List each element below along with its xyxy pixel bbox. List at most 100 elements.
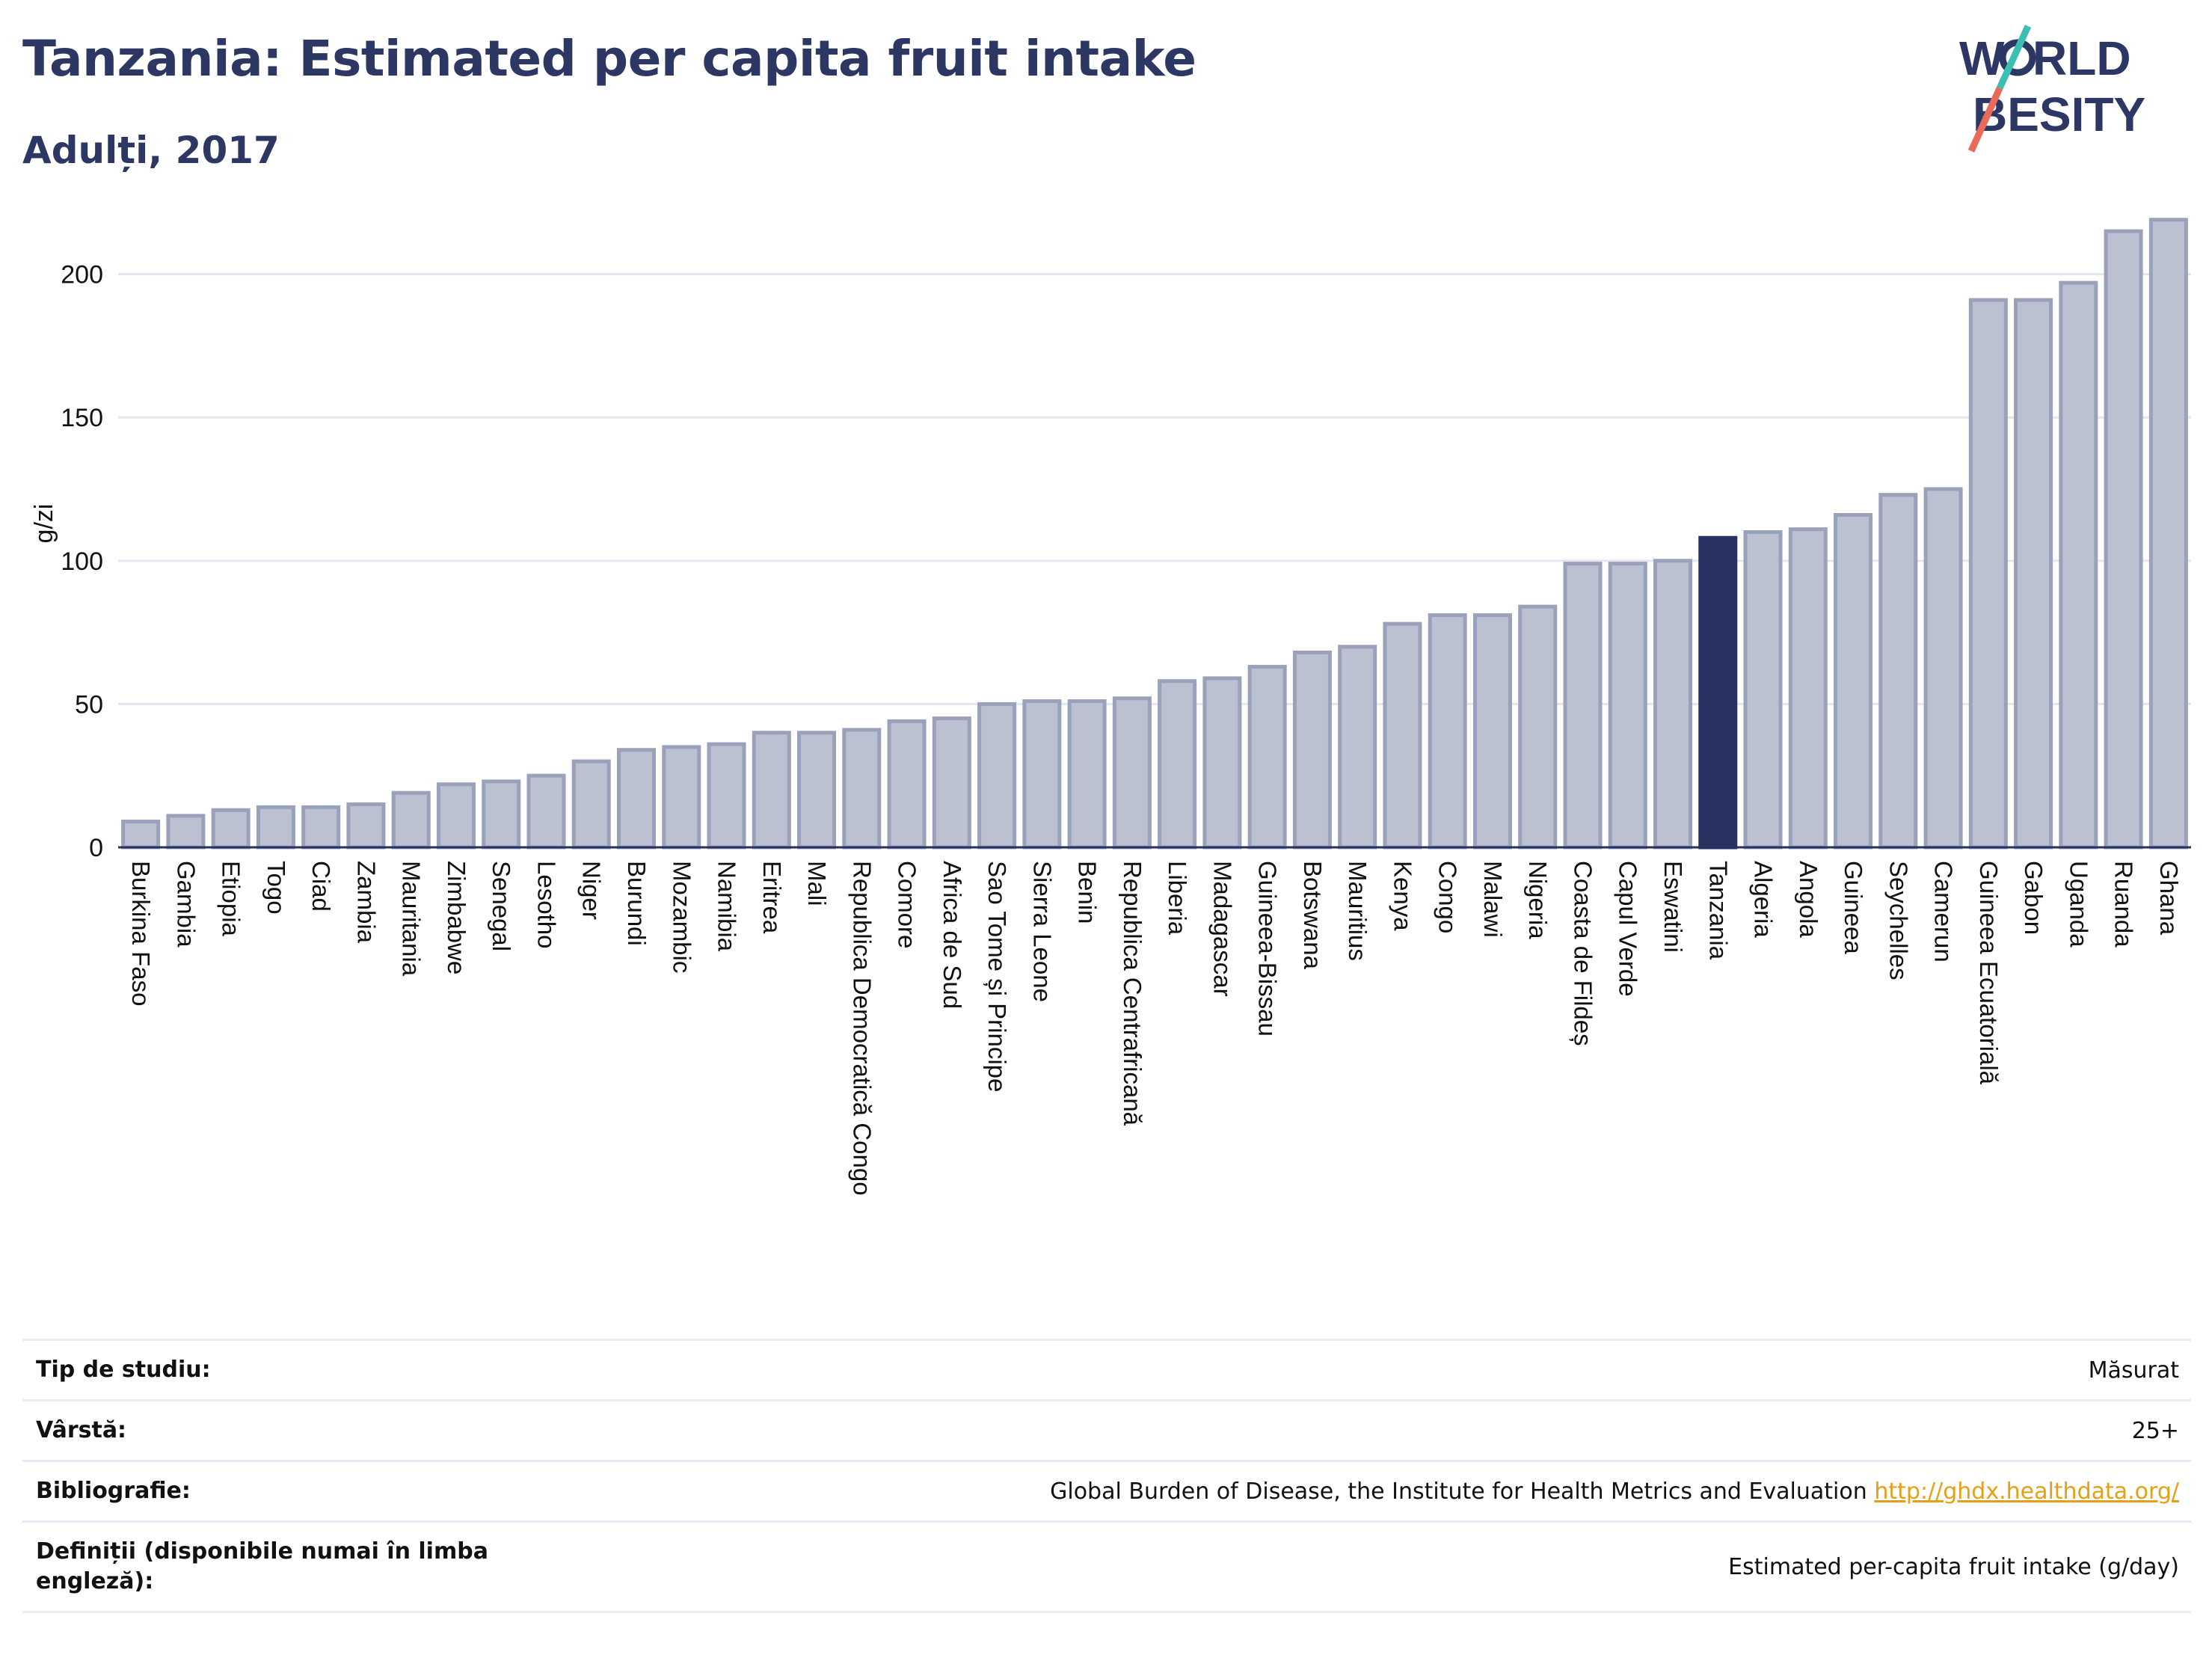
- bars: [121, 218, 2188, 850]
- x-tick-label: Republica Centrafricană: [1119, 861, 1146, 1126]
- bar: [1338, 645, 1377, 850]
- x-tick-label: Congo: [1434, 861, 1462, 933]
- x-tick-label: Uganda: [2065, 861, 2092, 948]
- x-tick-label: Ruanda: [2110, 861, 2138, 948]
- x-tick-label: Zambia: [352, 861, 380, 944]
- bar: [1743, 530, 1783, 850]
- x-tick-label: Sao Tome și Principe: [983, 861, 1011, 1092]
- bar: [1067, 699, 1107, 850]
- x-tick-label: Capul Verde: [1615, 861, 1642, 997]
- meta-row-bibliography: Bibliografie: Global Burden of Disease, …: [22, 1460, 2191, 1520]
- meta-label: Bibliografie:: [36, 1478, 191, 1504]
- x-tick-label: Eswatini: [1659, 861, 1687, 953]
- x-tick-label: Seychelles: [1884, 861, 1912, 980]
- bar: [887, 719, 927, 850]
- bar: [1923, 487, 1963, 850]
- bar: [391, 790, 431, 850]
- x-tick-label: Burkina Faso: [127, 861, 155, 1006]
- x-tick-label: Ghana: [2155, 861, 2183, 936]
- bar: [1112, 696, 1152, 850]
- bar: [1383, 621, 1422, 850]
- bar: [121, 820, 161, 850]
- x-tick-label: Comore: [894, 861, 921, 948]
- bar: [1878, 493, 1918, 850]
- x-tick-label: Zimbabwe: [443, 861, 470, 974]
- meta-row-definitions: Definiții (disponibile numai în limba en…: [22, 1520, 2191, 1613]
- svg-text:W: W: [1959, 31, 2005, 85]
- bar: [526, 773, 566, 850]
- bar: [1202, 676, 1242, 850]
- bar: [1292, 650, 1332, 850]
- x-tick-label: Mauritania: [398, 861, 425, 977]
- x-tick-label: Guineea-Bissau: [1254, 861, 1282, 1037]
- chart-subtitle: Adulți, 2017: [22, 129, 280, 172]
- y-tick-label: 0: [89, 834, 103, 862]
- bar: [1472, 613, 1512, 850]
- bar: [346, 802, 386, 850]
- bibliography-link[interactable]: http://ghdx.healthdata.org/: [1874, 1478, 2179, 1505]
- x-tick-label: Mozambic: [668, 861, 695, 973]
- bar: [1158, 679, 1197, 850]
- bar: [2148, 218, 2188, 850]
- bar: [166, 814, 206, 850]
- bar: [752, 731, 791, 850]
- y-tick-label: 100: [61, 547, 103, 576]
- x-tick-label: Lesotho: [532, 861, 560, 948]
- bar: [977, 701, 1017, 850]
- bar: [2059, 280, 2098, 850]
- bibliography-text: Global Burden of Disease, the Institute …: [1050, 1478, 1867, 1505]
- x-tick-label: Algeria: [1750, 861, 1778, 938]
- meta-label: Tip de studiu:: [36, 1357, 211, 1383]
- x-tick-label: Etiopia: [218, 861, 245, 937]
- x-tick-label: Guineea: [1840, 861, 1867, 954]
- bar: [482, 779, 521, 850]
- meta-value: Măsurat: [2088, 1357, 2179, 1384]
- bar: [707, 742, 746, 850]
- bar: [662, 745, 701, 850]
- bar: [797, 731, 837, 850]
- meta-row-age: Vârstă: 25+: [22, 1399, 2191, 1460]
- metadata-table: Tip de studiu: Măsurat Vârstă: 25+ Bibli…: [22, 1339, 2191, 1613]
- bar: [1428, 613, 1467, 850]
- bar: [616, 748, 657, 850]
- svg-text:BESITY: BESITY: [1973, 87, 2145, 141]
- x-tick-label: Namibia: [713, 861, 741, 952]
- bar: [1788, 527, 1828, 850]
- x-tick-label: Ciad: [307, 861, 335, 912]
- bar: [436, 782, 476, 850]
- bar: [1968, 298, 2008, 850]
- x-tick-label: Sierra Leone: [1028, 861, 1056, 1002]
- bar: [1518, 604, 1558, 850]
- x-tick-label: Botswana: [1299, 861, 1327, 970]
- meta-label: Vârstă:: [36, 1417, 127, 1443]
- x-tick-label: Senegal: [488, 861, 515, 951]
- bar: [1247, 665, 1287, 850]
- meta-row-study-type: Tip de studiu: Măsurat: [22, 1339, 2191, 1399]
- bar: [301, 805, 341, 850]
- x-tick-label: Gambia: [172, 861, 200, 948]
- bar: [2014, 298, 2053, 850]
- x-tick-label: Camerun: [1930, 861, 1958, 962]
- bar-chart: 0 50 100 150 200 Burkina Faso Gambia Etiopia Tog…: [30, 218, 2191, 1196]
- bar: [256, 805, 295, 850]
- x-tick-label: Guineea Ecuatorială: [1975, 861, 2003, 1085]
- x-tick-label: Angola: [1795, 861, 1822, 938]
- bar: [1608, 562, 1647, 850]
- bar: [571, 759, 611, 850]
- y-axis-label: g/zi: [30, 504, 58, 544]
- meta-label: Definiții (disponibile numai în limba en…: [36, 1538, 488, 1594]
- bar: [932, 716, 971, 850]
- bar: [211, 808, 251, 850]
- y-tick-label: 150: [61, 404, 103, 432]
- x-tick-label: Mali: [803, 861, 831, 906]
- bar: [1653, 559, 1693, 850]
- x-tick-label: Togo: [262, 861, 290, 915]
- bar: [842, 728, 882, 850]
- chart-title: Tanzania: Estimated per capita fruit int…: [22, 30, 1196, 87]
- meta-value: Global Burden of Disease, the Institute …: [1050, 1479, 2191, 1505]
- meta-value: Estimated per-capita fruit intake (g/day…: [1728, 1553, 2179, 1580]
- bar: [1834, 513, 1873, 850]
- x-tick-label: Gabon: [2020, 861, 2047, 935]
- x-tick-label: Niger: [578, 861, 606, 920]
- x-tick-label: Benin: [1074, 861, 1102, 924]
